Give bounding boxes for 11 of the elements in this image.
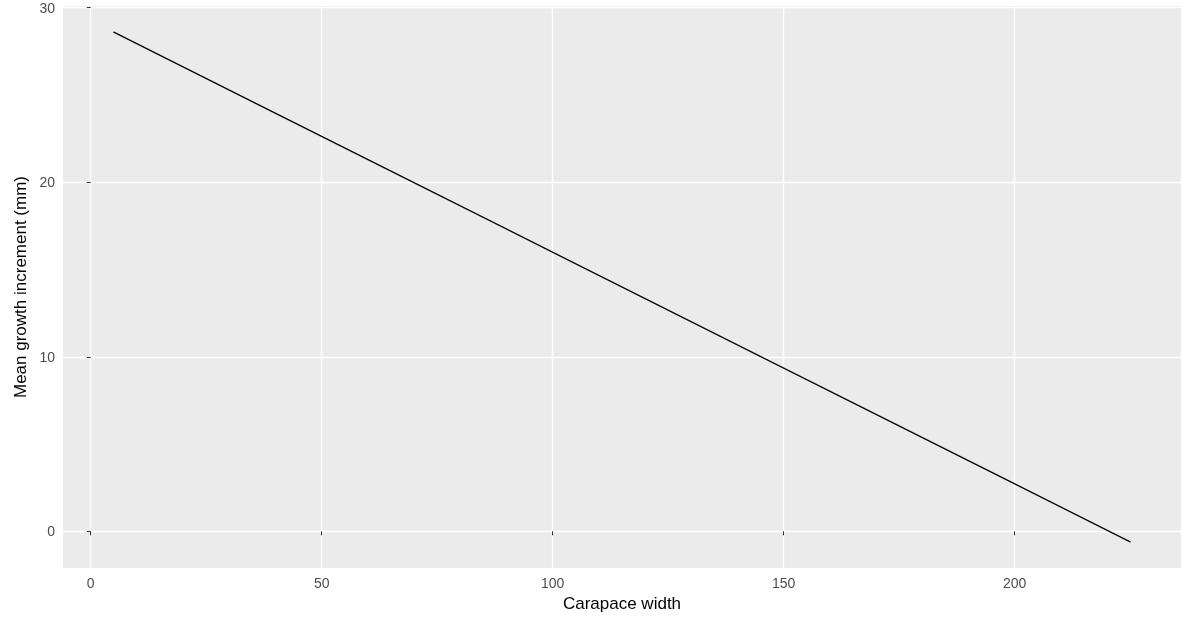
y-axis-title: Mean growth increment (mm) bbox=[10, 175, 30, 399]
y-tick-label: 20 bbox=[39, 174, 56, 191]
y-tick-label: 10 bbox=[39, 348, 56, 365]
y-tick-label: 30 bbox=[39, 0, 56, 16]
x-tick-label: 200 bbox=[1003, 575, 1027, 591]
y-tick-label: 0 bbox=[47, 523, 56, 540]
x-tick-label: 100 bbox=[541, 575, 565, 591]
x-axis-title: Carapace width bbox=[562, 593, 682, 613]
x-tick-label: 150 bbox=[772, 575, 796, 591]
x-tick-label: 50 bbox=[313, 575, 330, 591]
x-tick-label: 0 bbox=[86, 575, 95, 591]
